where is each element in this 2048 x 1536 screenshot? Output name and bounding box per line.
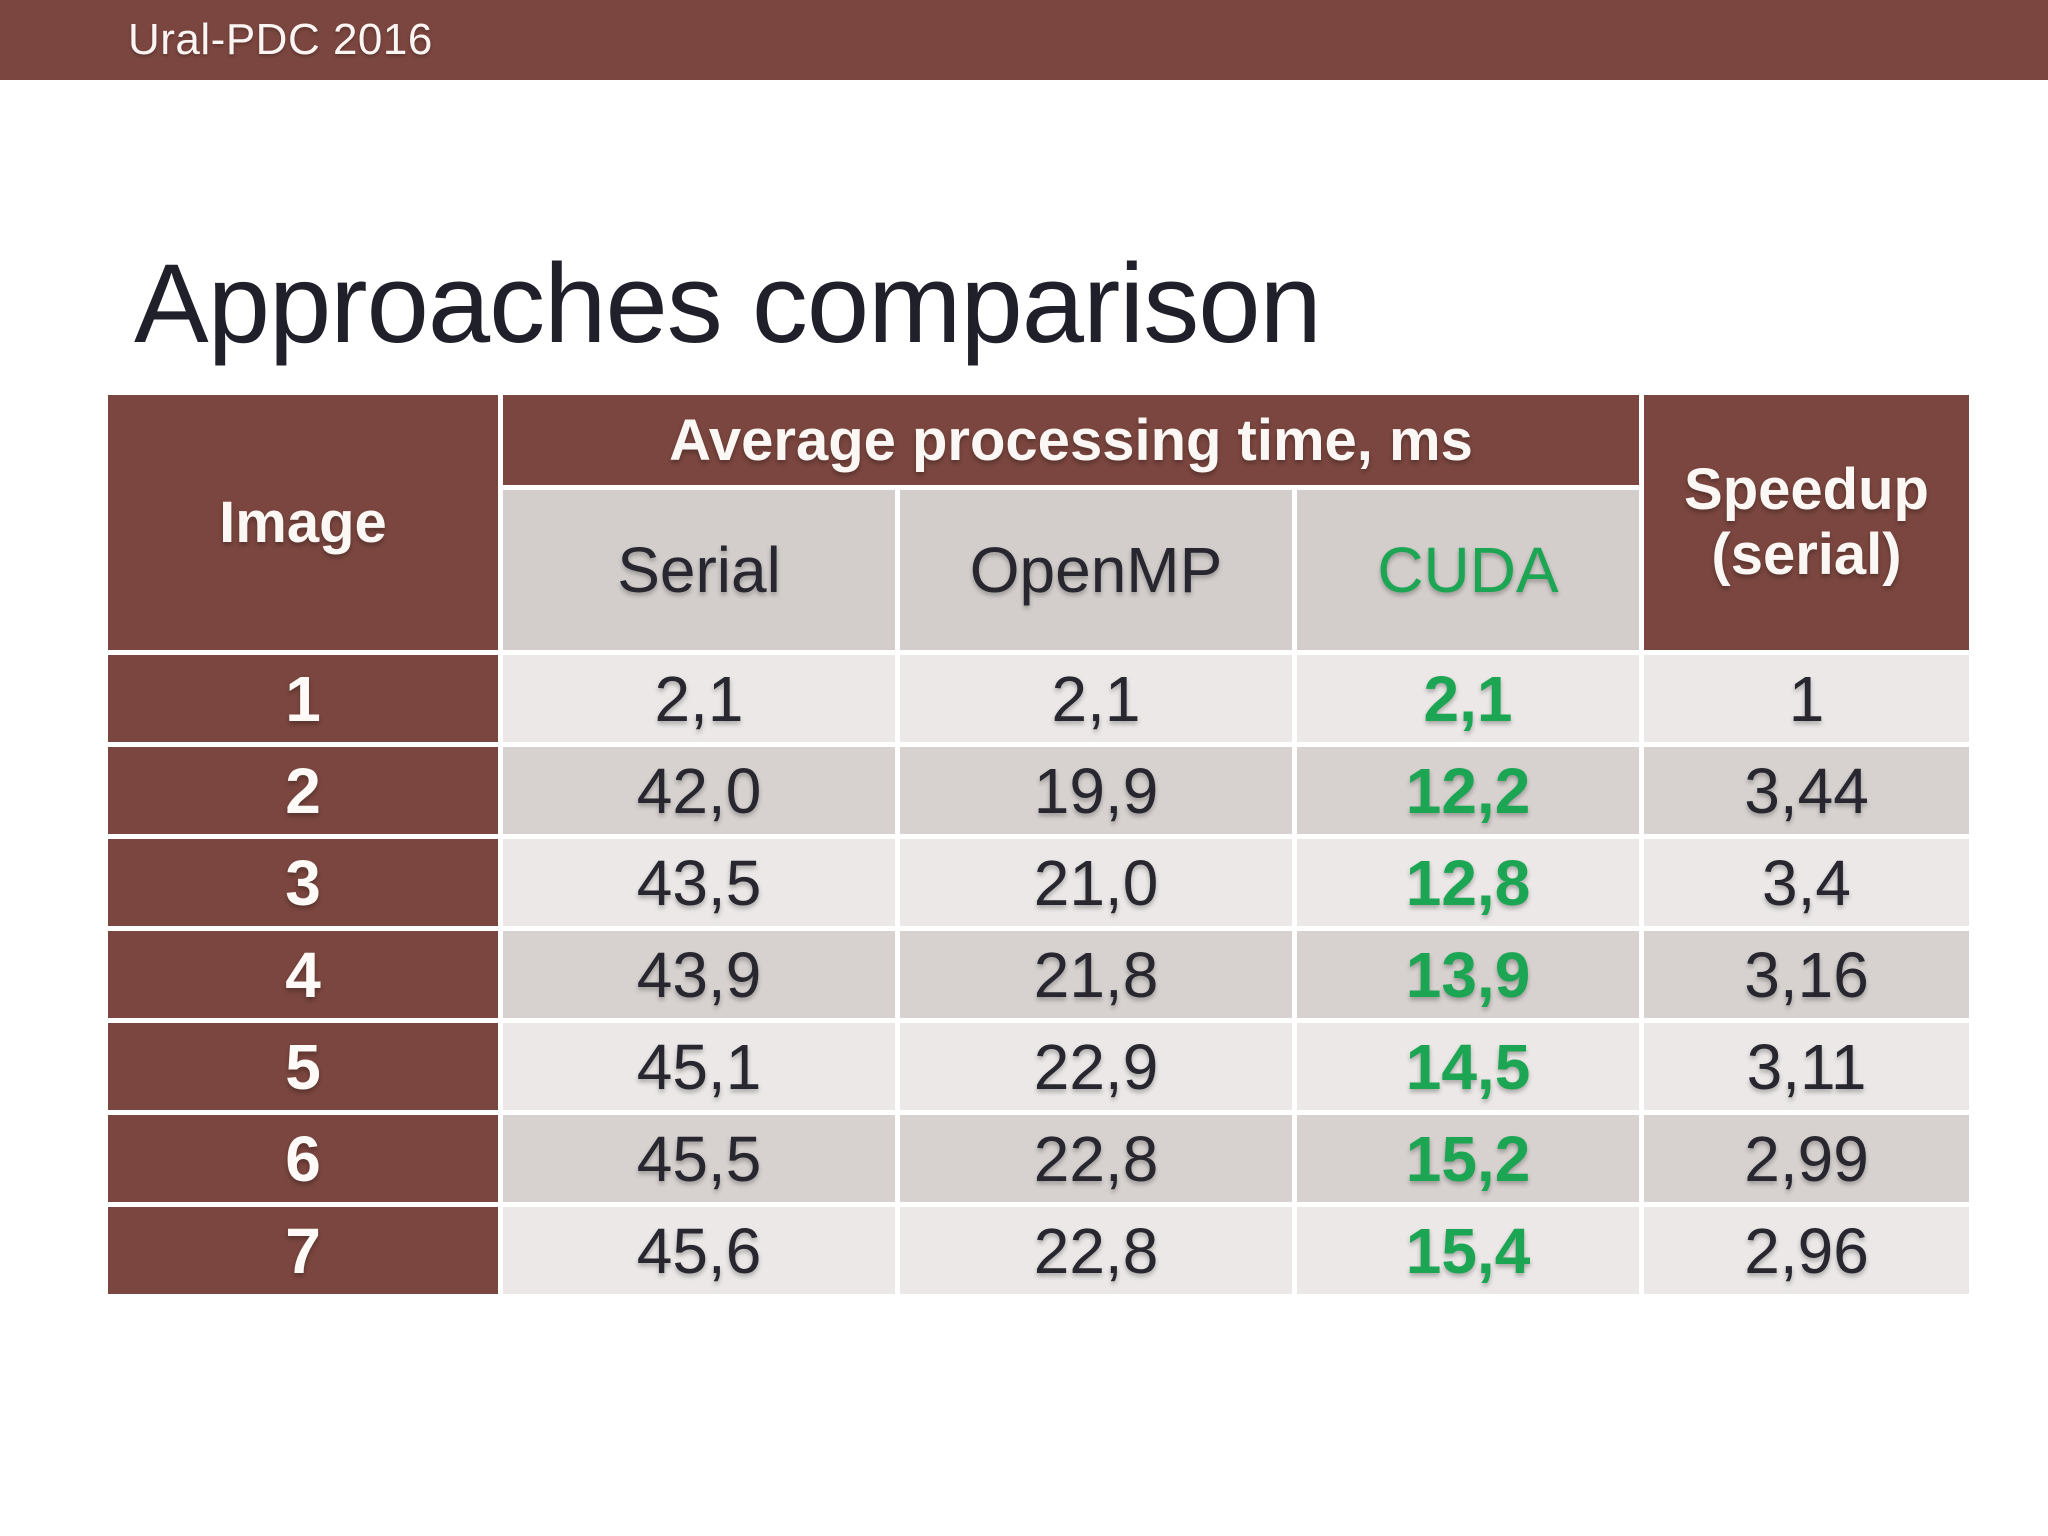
serial-value-cell: 42,0: [503, 747, 895, 834]
image-number-cell: 3: [108, 839, 498, 926]
avg-processing-time-group-header: Average processing time, ms: [503, 395, 1639, 485]
table-row: 4 43,9 21,8 13,9 3,16: [108, 931, 1969, 1018]
cuda-value-cell: 2,1: [1297, 655, 1639, 742]
openmp-value-cell: 22,8: [900, 1207, 1292, 1294]
cuda-value-cell: 12,2: [1297, 747, 1639, 834]
image-number-cell: 6: [108, 1115, 498, 1202]
speedup-value-cell: 2,96: [1644, 1207, 1969, 1294]
cuda-column-header: CUDA: [1297, 490, 1639, 650]
table-header-row-1: Image Average processing time, ms Speedu…: [108, 395, 1969, 650]
serial-value-cell: 45,1: [503, 1023, 895, 1110]
slide-title: Approaches comparison: [134, 241, 1322, 367]
comparison-table-container: Image Average processing time, ms Speedu…: [103, 390, 1974, 1299]
cuda-value-cell: 15,2: [1297, 1115, 1639, 1202]
openmp-value-cell: 22,9: [900, 1023, 1292, 1110]
table-header-row-2: Serial OpenMP CUDA: [108, 490, 1969, 650]
openmp-value-cell: 2,1: [900, 655, 1292, 742]
cuda-value-cell: 15,4: [1297, 1207, 1639, 1294]
serial-column-header: Serial: [503, 490, 895, 650]
speedup-column-header: Speedup (serial): [1644, 395, 1969, 650]
openmp-value-cell: 19,9: [900, 747, 1292, 834]
cuda-value-cell: 14,5: [1297, 1023, 1639, 1110]
openmp-column-header: OpenMP: [900, 490, 1292, 650]
serial-value-cell: 43,9: [503, 931, 895, 1018]
conference-label: Ural-PDC 2016: [128, 15, 433, 64]
slide-header-bar: Ural-PDC 2016: [0, 0, 2048, 80]
table-row: 7 45,6 22,8 15,4 2,96: [108, 1207, 1969, 1294]
comparison-table: Image Average processing time, ms Speedu…: [103, 390, 1974, 1299]
table-row: 1 2,1 2,1 2,1 1: [108, 655, 1969, 742]
image-number-cell: 1: [108, 655, 498, 742]
image-number-cell: 7: [108, 1207, 498, 1294]
serial-value-cell: 45,5: [503, 1115, 895, 1202]
table-row: 3 43,5 21,0 12,8 3,4: [108, 839, 1969, 926]
serial-value-cell: 45,6: [503, 1207, 895, 1294]
speedup-value-cell: 3,11: [1644, 1023, 1969, 1110]
speedup-value-cell: 1: [1644, 655, 1969, 742]
image-number-cell: 5: [108, 1023, 498, 1110]
cuda-value-cell: 12,8: [1297, 839, 1639, 926]
speedup-value-cell: 3,16: [1644, 931, 1969, 1018]
speedup-value-cell: 3,44: [1644, 747, 1969, 834]
image-number-cell: 2: [108, 747, 498, 834]
table-row: 2 42,0 19,9 12,2 3,44: [108, 747, 1969, 834]
image-column-header: Image: [108, 395, 498, 650]
serial-value-cell: 43,5: [503, 839, 895, 926]
speedup-value-cell: 2,99: [1644, 1115, 1969, 1202]
openmp-value-cell: 21,0: [900, 839, 1292, 926]
table-row: 5 45,1 22,9 14,5 3,11: [108, 1023, 1969, 1110]
speedup-value-cell: 3,4: [1644, 839, 1969, 926]
table-row: 6 45,5 22,8 15,2 2,99: [108, 1115, 1969, 1202]
image-number-cell: 4: [108, 931, 498, 1018]
serial-value-cell: 2,1: [503, 655, 895, 742]
openmp-value-cell: 22,8: [900, 1115, 1292, 1202]
openmp-value-cell: 21,8: [900, 931, 1292, 1018]
cuda-value-cell: 13,9: [1297, 931, 1639, 1018]
